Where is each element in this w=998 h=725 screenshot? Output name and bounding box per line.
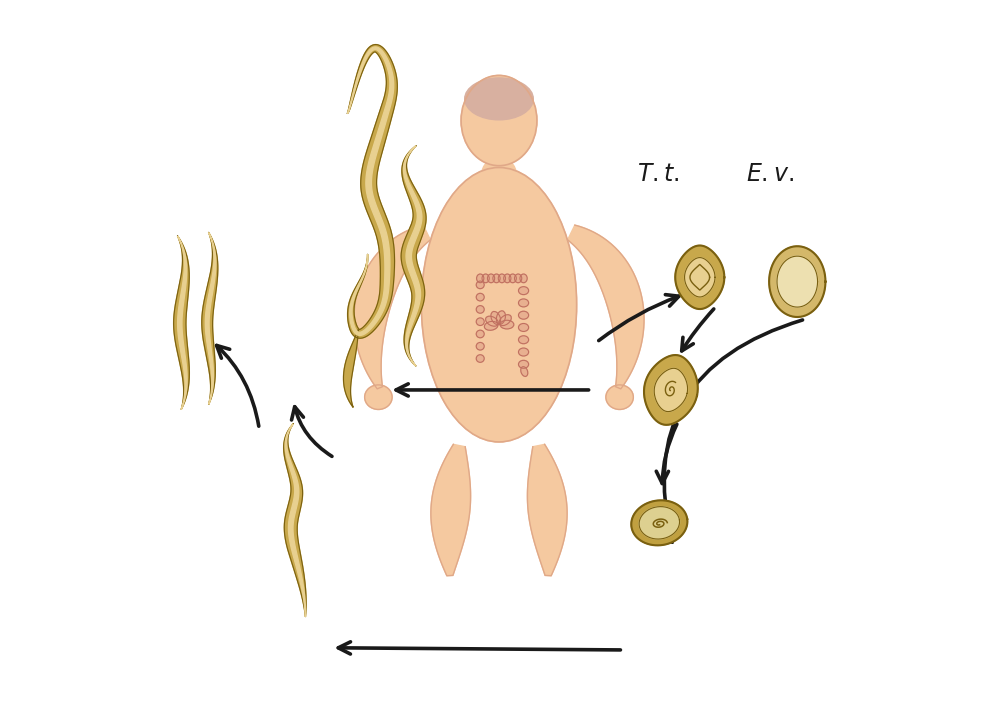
Ellipse shape [487,274,495,283]
Ellipse shape [476,342,484,350]
Ellipse shape [482,274,489,283]
Ellipse shape [515,274,522,283]
Polygon shape [527,444,567,576]
Polygon shape [206,233,216,405]
Polygon shape [431,444,471,576]
Polygon shape [354,225,430,389]
Ellipse shape [519,299,529,307]
Polygon shape [347,44,397,339]
Ellipse shape [519,348,529,356]
Ellipse shape [491,312,501,325]
Ellipse shape [493,274,500,283]
Ellipse shape [476,281,484,289]
Ellipse shape [476,330,484,338]
Ellipse shape [498,274,506,283]
Polygon shape [343,330,358,407]
Polygon shape [401,146,426,366]
Ellipse shape [500,320,514,329]
Polygon shape [655,368,688,412]
Ellipse shape [519,286,529,294]
Ellipse shape [484,321,498,331]
Polygon shape [644,355,698,425]
Ellipse shape [520,274,527,283]
Ellipse shape [519,360,529,368]
Polygon shape [403,146,422,366]
Polygon shape [777,256,817,307]
Ellipse shape [496,311,505,324]
Ellipse shape [476,294,484,301]
Polygon shape [285,424,305,617]
Ellipse shape [364,385,392,410]
Polygon shape [283,424,306,617]
Ellipse shape [476,306,484,313]
Ellipse shape [606,385,634,410]
Polygon shape [685,257,715,297]
Polygon shape [174,236,190,410]
Polygon shape [676,246,725,309]
Ellipse shape [499,315,511,326]
Ellipse shape [461,75,537,166]
Ellipse shape [476,318,484,326]
Polygon shape [178,236,187,410]
Polygon shape [347,47,394,336]
Ellipse shape [421,167,577,442]
Ellipse shape [509,274,516,283]
Polygon shape [568,225,644,389]
Ellipse shape [465,78,533,120]
Ellipse shape [504,274,511,283]
Polygon shape [202,233,218,405]
Ellipse shape [477,274,484,283]
Ellipse shape [519,311,529,319]
Text: $\mathit{E.v.}$: $\mathit{E.v.}$ [746,163,793,186]
Ellipse shape [482,157,516,192]
Ellipse shape [519,336,529,344]
Polygon shape [769,247,825,317]
Text: $\mathit{T.t.}$: $\mathit{T.t.}$ [637,163,680,186]
Ellipse shape [476,355,484,362]
Ellipse shape [521,367,528,376]
Ellipse shape [519,323,529,331]
Polygon shape [632,500,688,545]
Polygon shape [639,507,680,539]
Ellipse shape [486,316,498,326]
